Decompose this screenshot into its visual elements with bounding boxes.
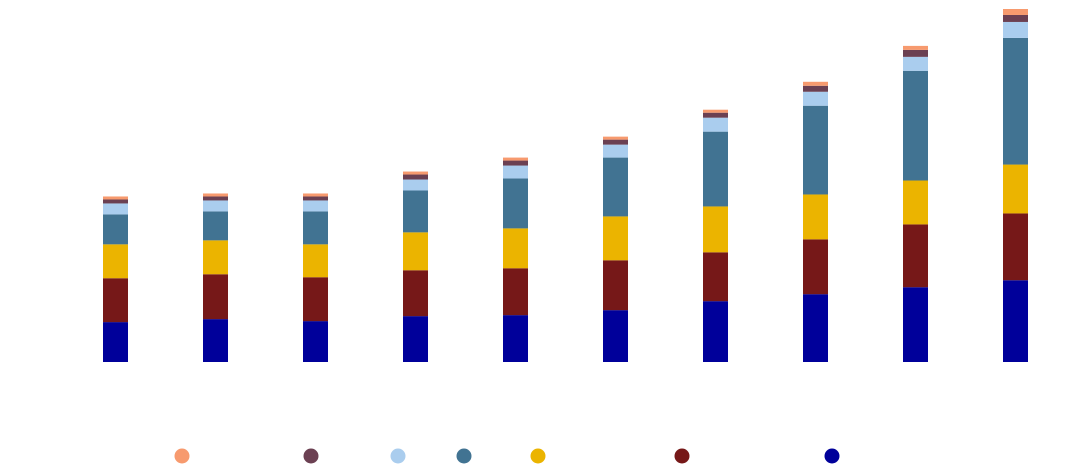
bar-segment-5-1: [503, 315, 528, 362]
bar-segment-4-3: [403, 232, 428, 271]
bar-segment-7-7: [703, 109, 728, 113]
bar-segment-6-5: [603, 144, 628, 158]
bar-segment-10-5: [1003, 21, 1028, 38]
bar-segment-2-3: [203, 240, 228, 275]
bar-segment-7-2: [703, 252, 728, 302]
bar-segment-8-7: [803, 81, 828, 86]
legend: [174, 448, 840, 464]
bar-segment-3-7: [303, 193, 328, 197]
bar-segment-8-4: [803, 105, 828, 195]
bar-segment-2-1: [203, 319, 228, 362]
bar-segment-6-3: [603, 216, 628, 261]
legend-marker-1: [174, 448, 190, 464]
legend-marker-5: [530, 448, 546, 464]
bar-segment-5-7: [503, 157, 528, 161]
legend-marker-6: [674, 448, 690, 464]
bar-segment-6-7: [603, 136, 628, 140]
bar-segment-10-2: [1003, 213, 1028, 281]
bar-segment-2-2: [203, 274, 228, 320]
bar-segment-8-6: [803, 85, 828, 92]
bar-segment-10-3: [1003, 164, 1028, 214]
bar-segment-9-2: [903, 224, 928, 288]
bar-segment-8-1: [803, 294, 828, 362]
bar-segment-6-2: [603, 260, 628, 311]
bar-segment-3-1: [303, 321, 328, 362]
bar-segment-5-4: [503, 178, 528, 229]
bar-segment-7-6: [703, 112, 728, 118]
bar-segment-7-5: [703, 117, 728, 132]
bar-segment-9-7: [903, 45, 928, 50]
bar-segment-7-3: [703, 206, 728, 253]
bar-segment-10-4: [1003, 37, 1028, 165]
bar-segment-2-6: [203, 196, 228, 201]
bar-segment-9-6: [903, 49, 928, 57]
bar-segment-1-4: [103, 214, 128, 245]
bar-segment-8-3: [803, 194, 828, 240]
bar-segment-2-7: [203, 193, 228, 197]
bar-segment-10-7: [1003, 9, 1028, 15]
bar-segment-6-6: [603, 139, 628, 145]
legend-marker-3: [390, 448, 406, 464]
legend-marker-4: [456, 448, 472, 464]
bar-segment-4-2: [403, 270, 428, 317]
bar-segment-8-2: [803, 239, 828, 295]
bar-segment-3-6: [303, 196, 328, 201]
bar-segment-4-7: [403, 171, 428, 175]
bar-segment-1-6: [103, 199, 128, 204]
bar-segment-10-1: [1003, 280, 1028, 362]
bar-segment-1-5: [103, 203, 128, 215]
bar-segment-1-3: [103, 244, 128, 279]
bar-segment-4-4: [403, 190, 428, 233]
bar-segment-3-2: [303, 277, 328, 322]
bar-segment-1-2: [103, 278, 128, 323]
bar-segment-9-5: [903, 56, 928, 71]
bar-segment-9-4: [903, 70, 928, 181]
bar-segment-1-7: [103, 196, 128, 200]
bar-segment-2-5: [203, 200, 228, 212]
bars-group: [103, 9, 1028, 362]
bar-segment-4-5: [403, 179, 428, 191]
bar-segment-5-3: [503, 228, 528, 269]
bar-segment-3-4: [303, 211, 328, 245]
legend-marker-7: [824, 448, 840, 464]
bar-segment-3-3: [303, 244, 328, 278]
bar-segment-4-6: [403, 174, 428, 180]
bar-segment-9-3: [903, 180, 928, 225]
bar-segment-5-6: [503, 160, 528, 166]
bar-segment-3-5: [303, 200, 328, 212]
bar-segment-7-4: [703, 131, 728, 207]
bar-segment-6-1: [603, 310, 628, 362]
bar-segment-10-6: [1003, 14, 1028, 22]
bar-segment-5-5: [503, 165, 528, 179]
bar-segment-8-5: [803, 91, 828, 106]
bar-segment-5-2: [503, 268, 528, 316]
bar-segment-7-1: [703, 301, 728, 362]
bar-segment-4-1: [403, 316, 428, 362]
bar-segment-1-1: [103, 322, 128, 362]
bar-segment-2-4: [203, 211, 228, 241]
legend-marker-2: [303, 448, 319, 464]
bar-segment-6-4: [603, 157, 628, 217]
bar-segment-9-1: [903, 287, 928, 362]
